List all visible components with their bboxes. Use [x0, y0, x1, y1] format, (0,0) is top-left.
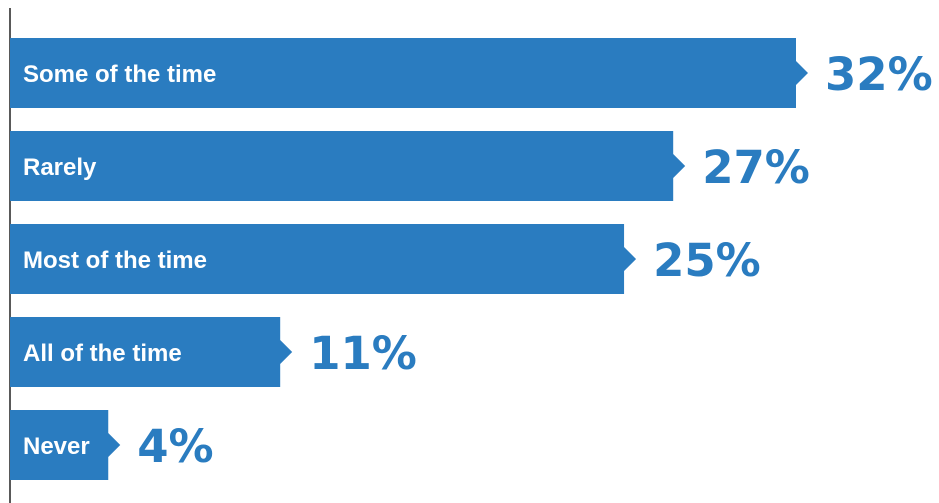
- bar: [10, 224, 637, 294]
- category-label: All of the time: [23, 340, 182, 367]
- bars-group: Some of the time 32% Rarely 27% Most of the …: [10, 38, 933, 480]
- category-label: Some of the time: [23, 61, 216, 88]
- bar-row: Some of the time 32%: [10, 38, 933, 108]
- bar: [10, 131, 686, 201]
- category-label: Most of the time: [23, 247, 207, 274]
- bar: [10, 410, 121, 480]
- bar-row: All of the time 11%: [10, 317, 417, 387]
- value-label: 4%: [137, 420, 213, 473]
- value-label: 25%: [653, 234, 761, 287]
- bar-row: Most of the time 25%: [10, 224, 761, 294]
- value-label: 27%: [702, 141, 810, 194]
- value-label: 32%: [825, 48, 933, 101]
- bar: [10, 317, 293, 387]
- category-label: Never: [23, 433, 90, 460]
- bar-row: Rarely 27%: [10, 131, 810, 201]
- value-label: 11%: [309, 327, 417, 380]
- bar-row: Never 4%: [10, 410, 214, 480]
- bar: [10, 38, 808, 108]
- category-label: Rarely: [23, 154, 97, 181]
